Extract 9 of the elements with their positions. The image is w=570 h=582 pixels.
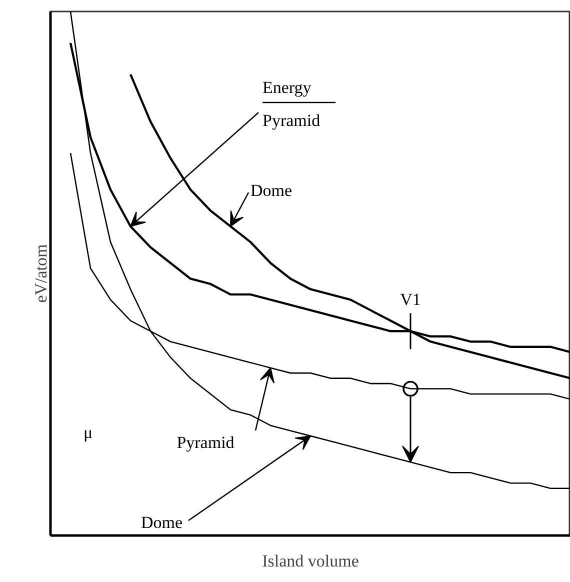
text: Dome (140, 513, 182, 532)
x-axis-title: Island volume (262, 552, 359, 570)
y-axis-title: eV/atom (32, 244, 50, 303)
annotation: V1 (400, 290, 421, 310)
annotation: μ (84, 423, 93, 442)
legend-label: Pyramid (262, 111, 321, 130)
text: Pyramid (176, 433, 235, 452)
annotation: Energy (262, 78, 312, 97)
series-label: Dome (250, 181, 292, 200)
